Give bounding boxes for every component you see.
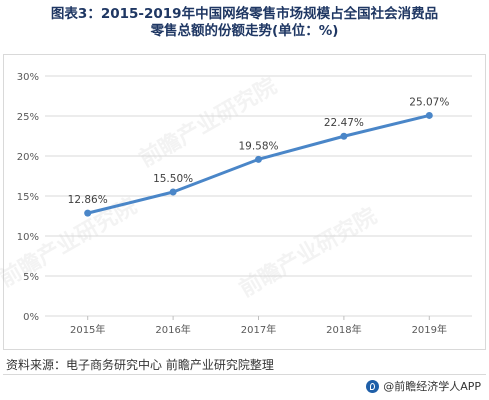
- x-tick-label: 2016年: [155, 323, 190, 336]
- divider: [3, 374, 486, 375]
- y-tick-label: 10%: [17, 232, 39, 243]
- data-label: 19.58%: [238, 140, 278, 152]
- y-tick-label: 30%: [17, 72, 39, 83]
- y-tick-label: 5%: [23, 272, 39, 283]
- data-point: [340, 132, 348, 140]
- data-label: 25.07%: [409, 96, 449, 108]
- axis-layer: 0% 5% 10% 15% 20% 25% 30% 2015年 2016年 2017年 2018年 2…: [17, 72, 447, 336]
- x-tick-label: 2017年: [241, 323, 276, 336]
- brand-footer: @前瞻经济学人APP: [366, 378, 481, 394]
- series-line: [87, 113, 430, 215]
- x-tick-label: 2018年: [326, 323, 361, 336]
- data-point: [169, 188, 177, 196]
- brand-label: @前瞻经济学人APP: [383, 380, 481, 393]
- data-point: [84, 209, 92, 217]
- x-tick-label: 2019年: [412, 323, 447, 336]
- data-label: 15.50%: [153, 173, 193, 185]
- chart-title-line1: 图表3：2015-2019年中国网络零售市场规模占全国社会消费品: [50, 6, 439, 22]
- data-point: [425, 111, 433, 119]
- y-tick-label: 25%: [17, 112, 39, 123]
- data-point: [255, 155, 262, 163]
- x-tick-label: 2015年: [70, 323, 105, 336]
- chart-title: 图表3：2015-2019年中国网络零售市场规模占全国社会消费品 零售总额的份额…: [0, 6, 489, 40]
- chart-frame: [3, 54, 486, 350]
- source-note: 资料来源：电子商务研究中心 前瞻产业研究院整理: [6, 358, 274, 372]
- y-tick-label: 20%: [17, 152, 39, 163]
- y-tick-label: 15%: [17, 192, 39, 203]
- y-tick-label: 0%: [23, 312, 39, 323]
- qianzhan-logo-icon: [366, 379, 380, 393]
- series-layer: [84, 111, 433, 217]
- data-label: 22.47%: [324, 117, 364, 129]
- chart-title-line2: 零售总额的份额走势(单位：%): [150, 23, 339, 39]
- grid-layer: [45, 75, 472, 317]
- label-layer: 12.86% 15.50% 19.58% 22.47% 25.07%: [68, 96, 450, 206]
- data-label: 12.86%: [68, 194, 108, 206]
